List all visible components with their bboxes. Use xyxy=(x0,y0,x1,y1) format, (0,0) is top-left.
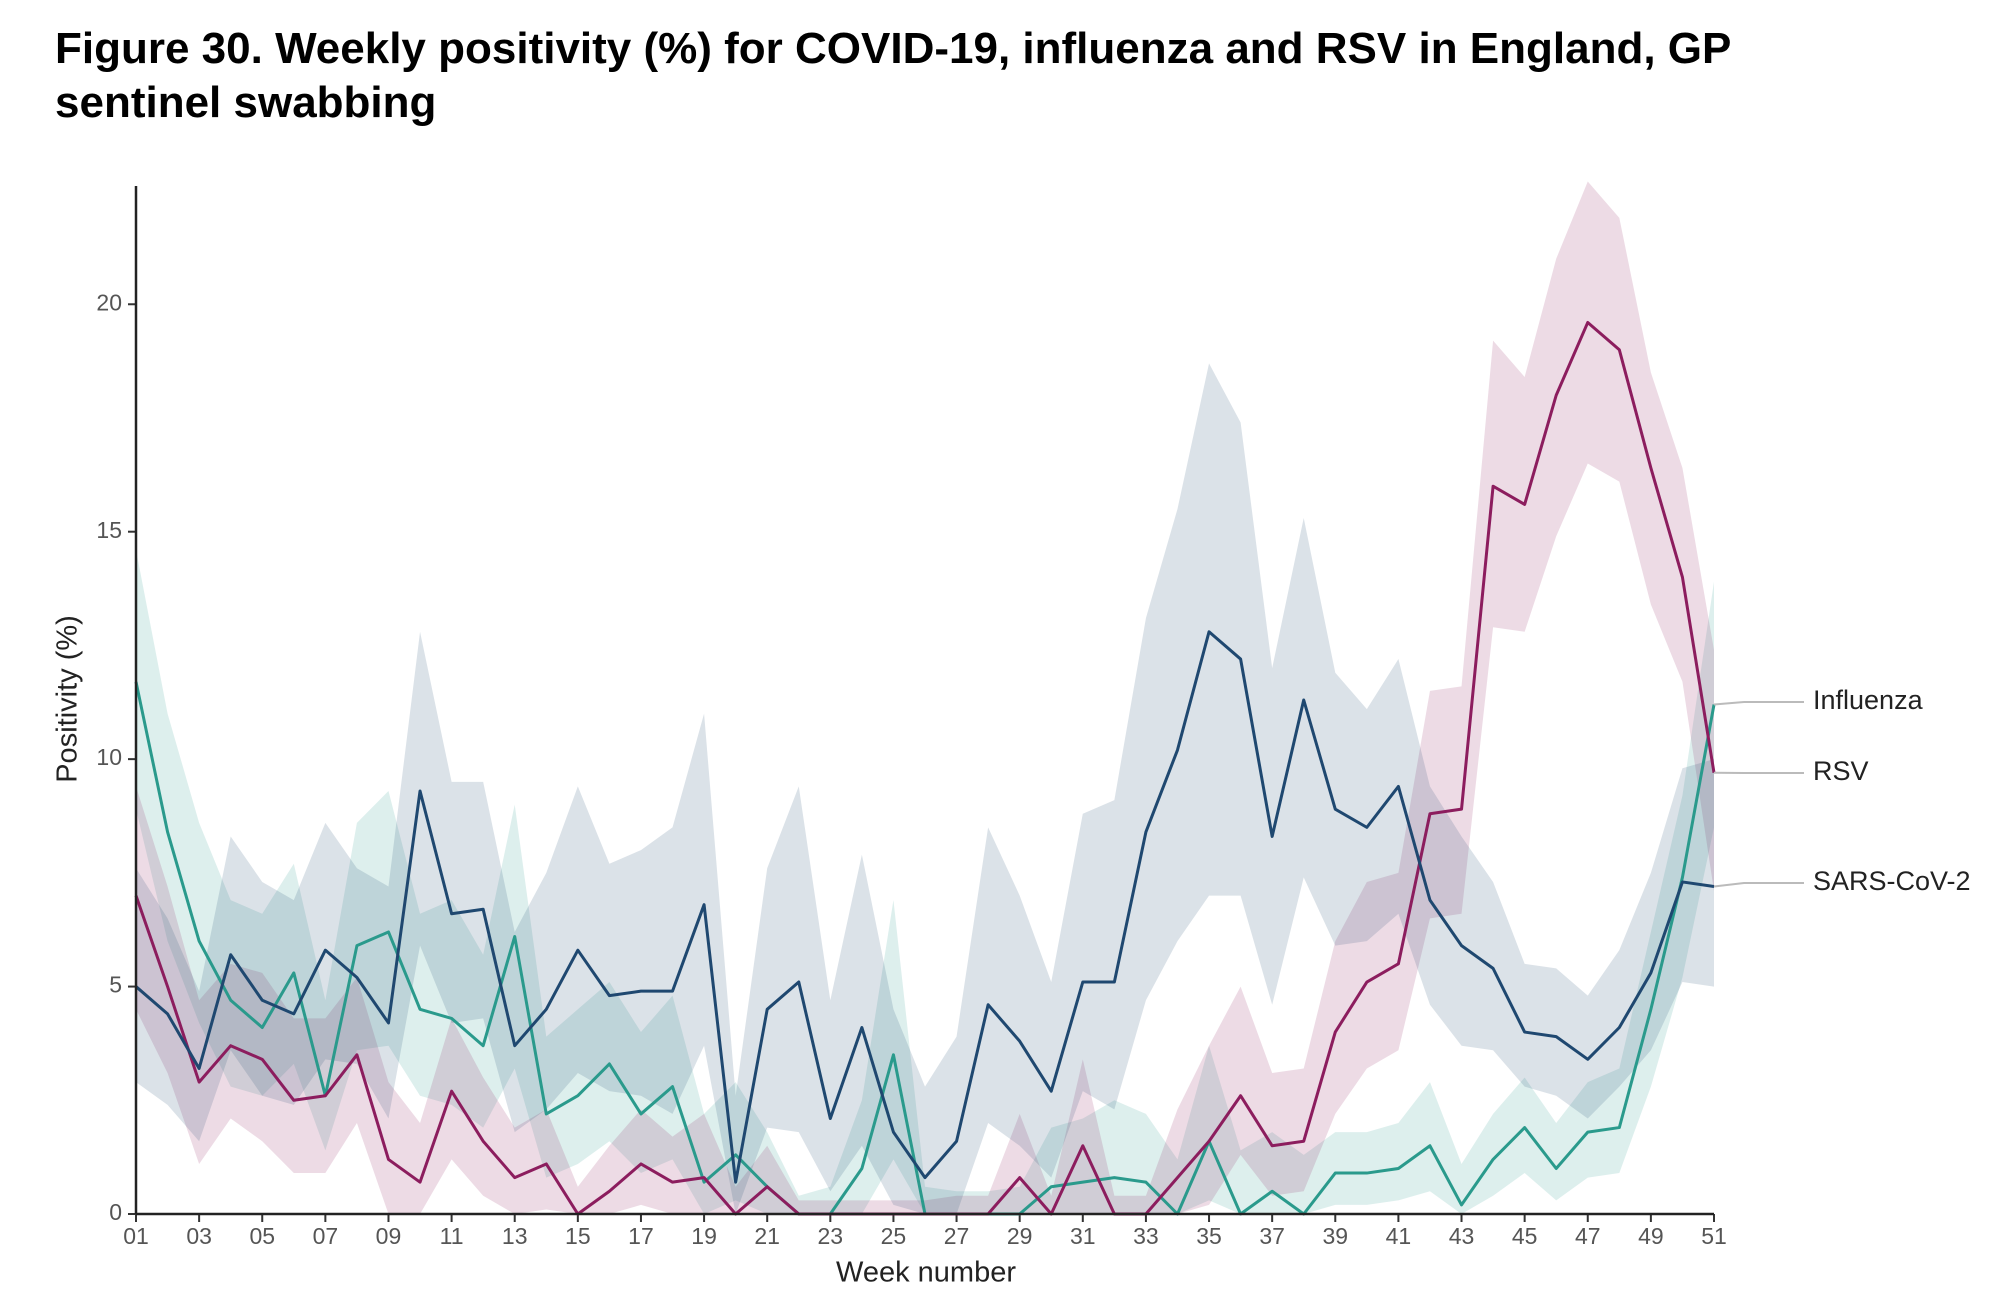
x-tick-label: 35 xyxy=(1196,1223,1222,1249)
x-tick-label: 07 xyxy=(313,1223,339,1249)
x-tick-label: 05 xyxy=(249,1223,275,1249)
y-axis-label: Positivity (%) xyxy=(52,615,84,783)
y-tick-label: 0 xyxy=(109,1199,122,1225)
label-connector xyxy=(1713,701,1804,706)
label-connector xyxy=(1713,882,1804,888)
x-tick-label: 03 xyxy=(186,1223,212,1249)
x-tick-label: 45 xyxy=(1512,1223,1538,1249)
x-tick-label: 23 xyxy=(818,1223,844,1249)
series-label: RSV xyxy=(1813,756,1869,786)
x-tick-label: 39 xyxy=(1322,1223,1348,1249)
x-tick-label: 47 xyxy=(1575,1223,1601,1249)
x-tick-label: 25 xyxy=(881,1223,907,1249)
x-tick-label: 11 xyxy=(440,1223,464,1249)
x-tick-label: 13 xyxy=(502,1223,528,1249)
x-tick-label: 33 xyxy=(1133,1223,1159,1249)
x-tick-label: 31 xyxy=(1070,1223,1096,1249)
x-tick-label: 19 xyxy=(691,1223,717,1249)
confidence-band xyxy=(136,363,1714,1215)
x-tick-label: 09 xyxy=(376,1223,402,1249)
y-tick-label: 10 xyxy=(96,744,122,770)
x-tick-label: 51 xyxy=(1701,1223,1727,1249)
x-tick-label: 29 xyxy=(1007,1223,1033,1249)
confidence-band xyxy=(136,549,1714,1214)
x-tick-label: 43 xyxy=(1449,1223,1475,1249)
x-tick-label: 27 xyxy=(944,1223,970,1249)
x-tick-label: 15 xyxy=(565,1223,591,1249)
y-tick-label: 15 xyxy=(96,517,122,543)
series-label: SARS-CoV-2 xyxy=(1813,866,1971,896)
x-tick-label: 17 xyxy=(628,1223,654,1249)
y-tick-label: 20 xyxy=(96,289,122,315)
series-label: Influenza xyxy=(1813,685,1924,715)
x-tick-label: 49 xyxy=(1638,1223,1664,1249)
series-line xyxy=(135,630,1715,1184)
x-tick-label: 41 xyxy=(1386,1223,1412,1249)
x-tick-label: 01 xyxy=(123,1223,149,1249)
x-tick-label: 21 xyxy=(754,1223,780,1249)
chart-title: Figure 30. Weekly positivity (%) for COV… xyxy=(55,24,1731,127)
x-tick-label: 37 xyxy=(1259,1223,1285,1249)
y-tick-label: 5 xyxy=(109,972,122,998)
confidence-band xyxy=(136,181,1714,1215)
x-axis-label: Week number xyxy=(836,1257,1016,1289)
